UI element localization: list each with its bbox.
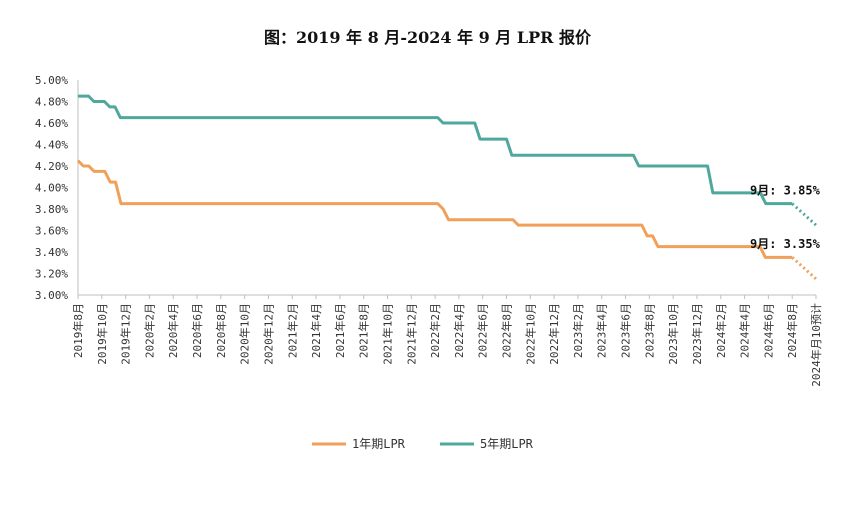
annotation-layer: 9月: 3.85% 9月: 3.35% xyxy=(750,183,821,251)
x-tick-label: 2020年2月 xyxy=(142,303,156,358)
x-tick-label: 2023年6月 xyxy=(619,303,633,358)
x-tick-label: 2022年6月 xyxy=(476,303,490,358)
x-tick-label: 2021年10月 xyxy=(380,303,394,365)
x-tick-label: 2021年4月 xyxy=(309,303,323,358)
series-forecast xyxy=(791,256,818,280)
x-tick-label: 2020年8月 xyxy=(214,303,228,358)
x-tick-label: 2024年4月 xyxy=(738,303,752,358)
y-tick-label: 3.80% xyxy=(35,203,68,216)
y-tick-label: 3.20% xyxy=(35,268,68,281)
x-tick-label: 2024年6月 xyxy=(761,303,775,358)
y-tick-label: 4.20% xyxy=(35,160,68,173)
x-tick-label: 2024年8月 xyxy=(785,303,799,358)
x-axis: 2019年8月 2019年10月 2019年12月 2020年2月 2020年4月 202… xyxy=(71,294,823,387)
x-tick-label: 2023年10月 xyxy=(666,303,680,365)
annotation-label: 9月: 3.85% xyxy=(750,183,821,197)
y-tick-label: 3.00% xyxy=(35,289,68,302)
x-tick-label: 2022年8月 xyxy=(500,303,514,358)
x-tick-label: 2022年4月 xyxy=(452,303,466,358)
y-tick-label: 4.60% xyxy=(35,117,68,130)
y-tick-label: 5.00% xyxy=(35,74,68,87)
legend-label: 1年期LPR xyxy=(352,437,406,451)
x-tick-label: 2023年4月 xyxy=(595,303,609,358)
x-tick-label: 2024年月10预计 xyxy=(809,303,823,387)
x-tick-label: 2021年2月 xyxy=(285,303,299,358)
x-tick-label: 2019年10月 xyxy=(95,303,109,365)
series-forecast xyxy=(791,202,818,227)
x-tick-label: 2023年12月 xyxy=(690,303,704,365)
y-tick-label: 4.00% xyxy=(35,182,68,195)
x-tick-label: 2024年2月 xyxy=(714,303,728,358)
x-tick-label: 2023年2月 xyxy=(571,303,585,358)
x-tick-label: 2021年6月 xyxy=(333,303,347,358)
x-tick-label: 2022年10月 xyxy=(523,303,537,365)
y-tick-label: 4.80% xyxy=(35,96,68,109)
y-tick-label: 4.40% xyxy=(35,139,68,152)
y-tick-label: 3.40% xyxy=(35,246,68,259)
series-line xyxy=(76,159,793,259)
legend-label: 5年期LPR xyxy=(480,437,534,451)
series-layer xyxy=(76,94,818,280)
y-tick-label: 3.60% xyxy=(35,225,68,238)
x-tick-label: 2021年8月 xyxy=(357,303,371,358)
legend: 1年期LPR 5年期LPR xyxy=(312,437,534,451)
x-tick-label: 2019年12月 xyxy=(119,303,133,365)
x-tick-label: 2019年8月 xyxy=(71,303,85,358)
chart-title: 图：2019 年 8 月-2024 年 9 月 LPR 报价 xyxy=(263,28,592,47)
x-tick-label: 2020年6月 xyxy=(190,303,204,358)
annotation-label: 9月: 3.35% xyxy=(750,237,821,251)
x-tick-label: 2022年12月 xyxy=(547,303,561,365)
x-tick-label: 2022年2月 xyxy=(428,303,442,358)
series-line xyxy=(78,94,793,206)
x-tick-label: 2020年10月 xyxy=(238,303,252,365)
x-tick-label: 2021年12月 xyxy=(404,303,418,365)
x-tick-label: 2023年8月 xyxy=(642,303,656,358)
y-axis: 3.00% 3.20% 3.40% 3.60% 3.80% 4.00% 4.20% 4.40%… xyxy=(35,74,79,302)
x-tick-label: 2020年4月 xyxy=(166,303,180,358)
x-tick-label: 2020年12月 xyxy=(261,303,275,365)
